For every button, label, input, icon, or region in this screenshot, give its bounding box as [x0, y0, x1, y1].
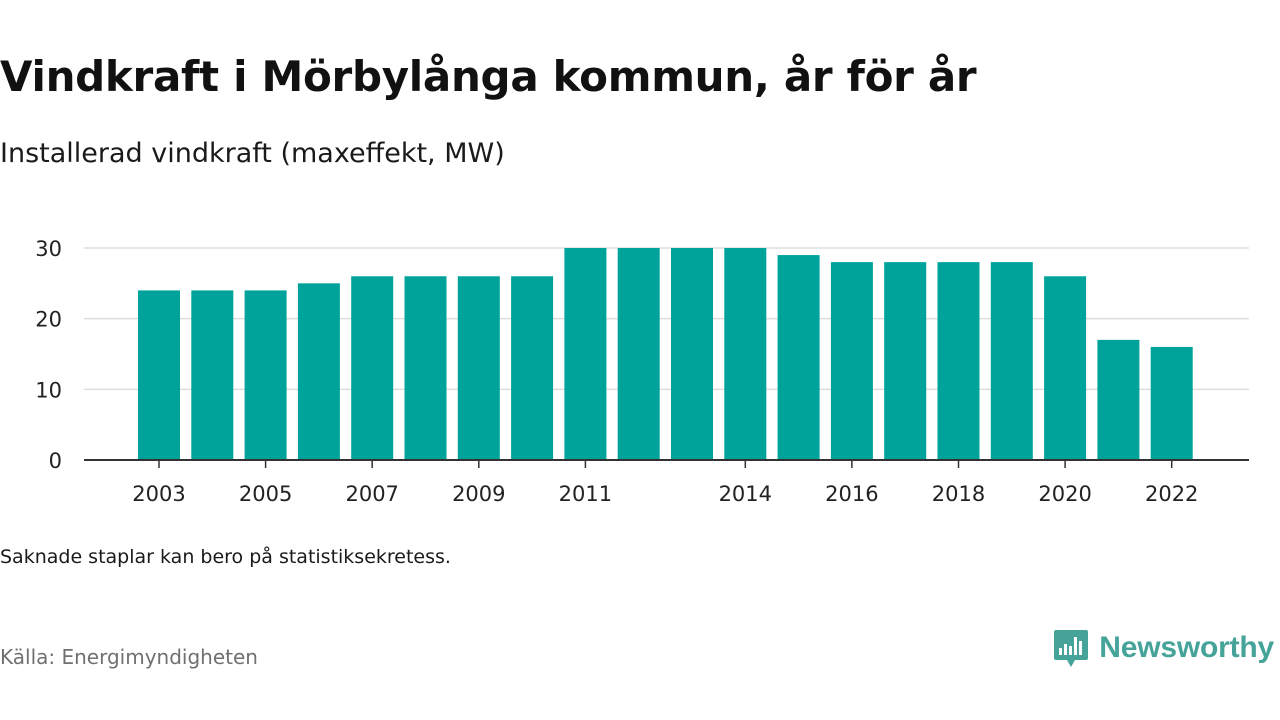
bar-2009: [457, 276, 500, 460]
x-tick-label: 2014: [719, 482, 772, 506]
x-tick-label: 2005: [239, 482, 292, 506]
brand-logo: Newsworthy: [1053, 628, 1274, 668]
bar-2016: [830, 262, 873, 460]
bar-2005: [244, 290, 287, 460]
bar-chart: 0 10 20 30 2003 2005 2007 2009 2011 2014 2016 2018 2…: [35, 237, 1249, 506]
bar-2006: [297, 283, 340, 460]
bars: [138, 248, 1193, 460]
axes: 0 10 20 30 2003 2005 2007 2009 2011 2014 2016 2018 2…: [35, 237, 1249, 506]
y-tick-label: 0: [49, 449, 62, 473]
chart-title: Vindkraft i Mörbylånga kommun, år för år: [0, 52, 977, 101]
x-tick-label: 2007: [345, 482, 398, 506]
y-tick-label: 10: [35, 378, 62, 402]
y-tick-label: 20: [35, 308, 62, 332]
x-tick-label: 2020: [1038, 482, 1091, 506]
x-tick-label: 2018: [932, 482, 985, 506]
x-tick-label: 2022: [1145, 482, 1198, 506]
x-tick-label: 2016: [825, 482, 878, 506]
bar-2015: [777, 255, 820, 460]
brand-name: Newsworthy: [1099, 631, 1274, 664]
y-tick-label: 30: [35, 237, 62, 261]
bar-2008: [404, 276, 447, 460]
chart-subtitle: Installerad vindkraft (maxeffekt, MW): [0, 138, 505, 169]
bar-2022: [1150, 346, 1193, 460]
bar-2003: [138, 290, 180, 460]
footnote: Saknade staplar kan bero på statistiksek…: [0, 546, 451, 568]
bar-2019: [990, 262, 1033, 460]
bar-2004: [191, 290, 234, 460]
bar-2018: [937, 262, 980, 460]
bar-2011: [564, 248, 607, 460]
newsworthy-logo-icon: [1054, 630, 1089, 667]
bar-2014: [724, 248, 767, 460]
bar-2020: [1044, 276, 1087, 460]
x-tick-label: 2003: [132, 482, 185, 506]
bar-2013: [671, 248, 713, 460]
source-label: Källa: Energimyndigheten: [0, 645, 258, 669]
bar-2017: [884, 262, 927, 460]
bar-2010: [511, 276, 554, 460]
x-tick-label: 2009: [452, 482, 505, 506]
x-tick-label: 2011: [559, 482, 612, 506]
bar-2021: [1097, 339, 1140, 460]
bar-2012: [617, 248, 660, 460]
bar-2007: [351, 276, 394, 460]
